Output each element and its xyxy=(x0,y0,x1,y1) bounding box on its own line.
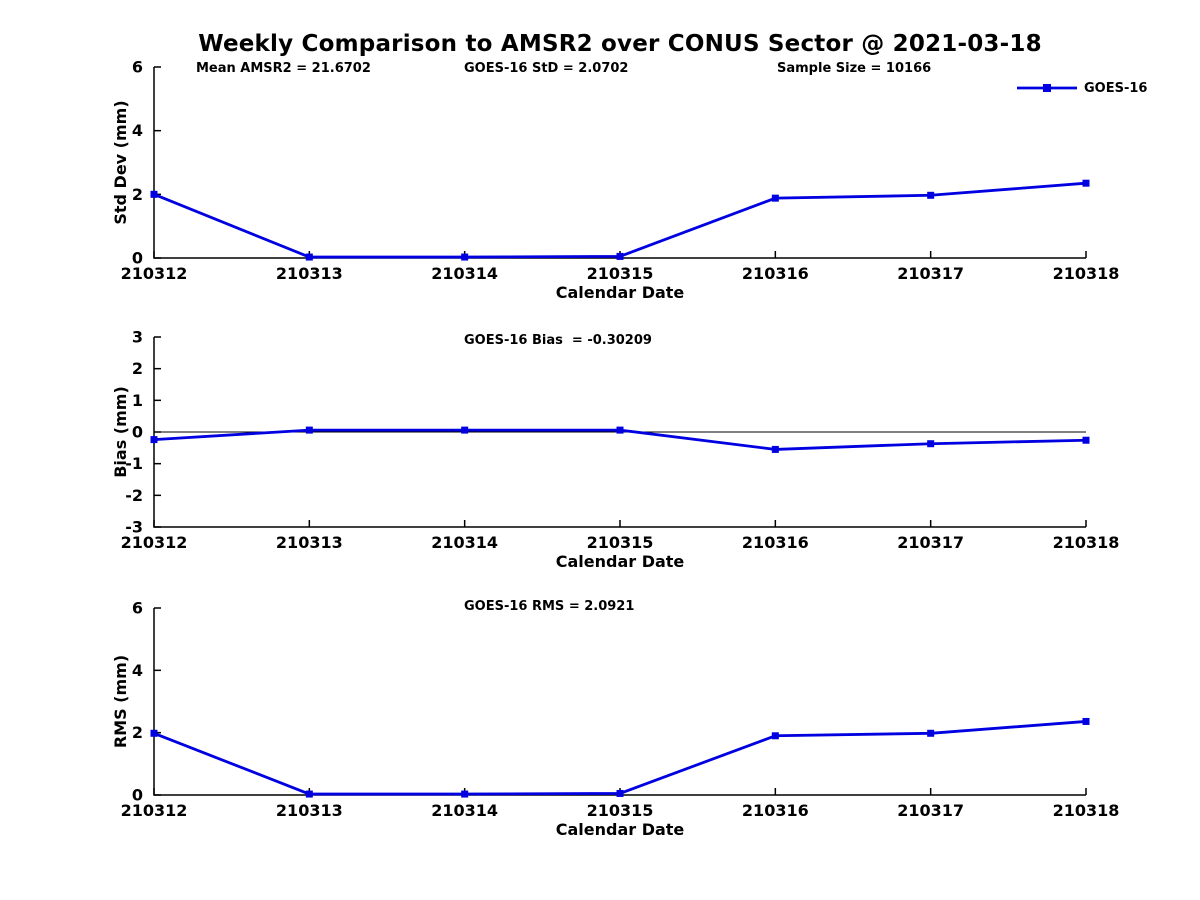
data-point xyxy=(771,445,779,453)
y-tick-label: 2 xyxy=(132,185,143,204)
data-point xyxy=(927,729,935,737)
legend: GOES-16 xyxy=(1016,80,1147,96)
data-point xyxy=(305,790,313,798)
subplot-bias-mm-: -3 -2 -1 0 1 2 3 210312 210313 210314 210315 210316… xyxy=(111,328,1119,572)
x-tick-label: 210313 xyxy=(276,533,343,552)
subplot-std-dev-mm-: 0 2 4 6 210312 210313 210314 210315 210316 210317… xyxy=(111,58,1119,303)
x-axis-label: Calendar Date xyxy=(556,283,685,302)
x-tick-label: 210316 xyxy=(742,264,809,283)
data-point xyxy=(305,253,313,261)
axes-frame xyxy=(153,67,1086,259)
x-tick-label: 210318 xyxy=(1053,801,1120,820)
data-point xyxy=(461,790,469,798)
data-point xyxy=(616,426,624,434)
data-point xyxy=(150,190,158,198)
x-axis-label: Calendar Date xyxy=(556,552,685,571)
data-point xyxy=(1082,179,1090,187)
mean-amsr2-annotation: Mean AMSR2 = 21.6702 xyxy=(196,61,371,76)
axes-frame xyxy=(153,608,1086,796)
x-tick-label: 210313 xyxy=(276,801,343,820)
legend-label: GOES-16 xyxy=(1084,80,1148,96)
data-point xyxy=(150,436,158,444)
y-axis-label: RMS (mm) xyxy=(111,655,130,748)
x-tick-label: 210312 xyxy=(121,264,188,283)
data-point xyxy=(927,191,935,199)
data-point xyxy=(771,732,779,740)
data-point xyxy=(461,253,469,261)
figure-title: Weekly Comparison to AMSR2 over CONUS Se… xyxy=(198,31,1042,57)
data-point xyxy=(616,252,624,260)
data-line xyxy=(153,720,1087,796)
goes16-std-annotation: GOES-16 StD = 2.0702 xyxy=(464,61,629,76)
x-tick-label: 210318 xyxy=(1053,533,1120,552)
x-tick-label: 210317 xyxy=(897,801,964,820)
rms-subplot-title: GOES-16 RMS = 2.0921 xyxy=(464,599,635,614)
y-tick-label: 6 xyxy=(132,58,143,77)
y-tick-label: -1 xyxy=(125,454,143,473)
x-tick-label: 210312 xyxy=(121,801,188,820)
y-tick-label: 1 xyxy=(132,391,143,410)
x-tick-label: 210314 xyxy=(431,533,498,552)
legend-line-marker-icon xyxy=(1017,84,1077,92)
y-tick-label: 2 xyxy=(132,723,143,742)
sample-size-annotation: Sample Size = 10166 xyxy=(777,61,932,76)
x-tick-label: 210318 xyxy=(1053,264,1120,283)
data-point xyxy=(150,729,158,737)
x-tick-label: 210317 xyxy=(897,533,964,552)
y-tick-label: 4 xyxy=(132,661,143,680)
y-tick-label: -3 xyxy=(125,518,143,537)
data-point xyxy=(616,789,624,797)
y-axis-label: Bias (mm) xyxy=(111,386,130,478)
data-point xyxy=(1082,717,1090,725)
x-tick-label: 210314 xyxy=(431,264,498,283)
data-point xyxy=(1082,436,1090,444)
x-tick-label: 210316 xyxy=(742,801,809,820)
data-point xyxy=(461,426,469,434)
x-tick-label: 210315 xyxy=(587,264,654,283)
y-tick-label: 6 xyxy=(132,599,143,618)
y-tick-label: 0 xyxy=(132,249,143,268)
x-axis-label: Calendar Date xyxy=(556,820,685,839)
y-tick-label: 3 xyxy=(132,328,143,347)
data-point xyxy=(927,440,935,448)
x-tick-label: 210313 xyxy=(276,264,343,283)
x-tick-label: 210314 xyxy=(431,801,498,820)
data-point xyxy=(771,194,779,202)
data-point xyxy=(305,426,313,434)
y-tick-label: 0 xyxy=(132,423,143,442)
data-line xyxy=(153,181,1087,259)
x-tick-label: 210315 xyxy=(587,801,654,820)
y-tick-label: 0 xyxy=(132,786,143,805)
y-tick-label: -2 xyxy=(125,486,143,505)
x-tick-label: 210312 xyxy=(121,533,188,552)
x-tick-label: 210315 xyxy=(587,533,654,552)
bias-subplot-title: GOES-16 Bias = -0.30209 xyxy=(464,333,652,348)
y-axis-label: Std Dev (mm) xyxy=(111,100,130,224)
subplot-rms-mm-: 0 2 4 6 210312 210313 210314 210315 210316 210317… xyxy=(111,599,1119,840)
x-tick-label: 210316 xyxy=(742,533,809,552)
y-tick-label: 4 xyxy=(132,121,143,140)
x-tick-label: 210317 xyxy=(897,264,964,283)
y-tick-label: 2 xyxy=(132,359,143,378)
